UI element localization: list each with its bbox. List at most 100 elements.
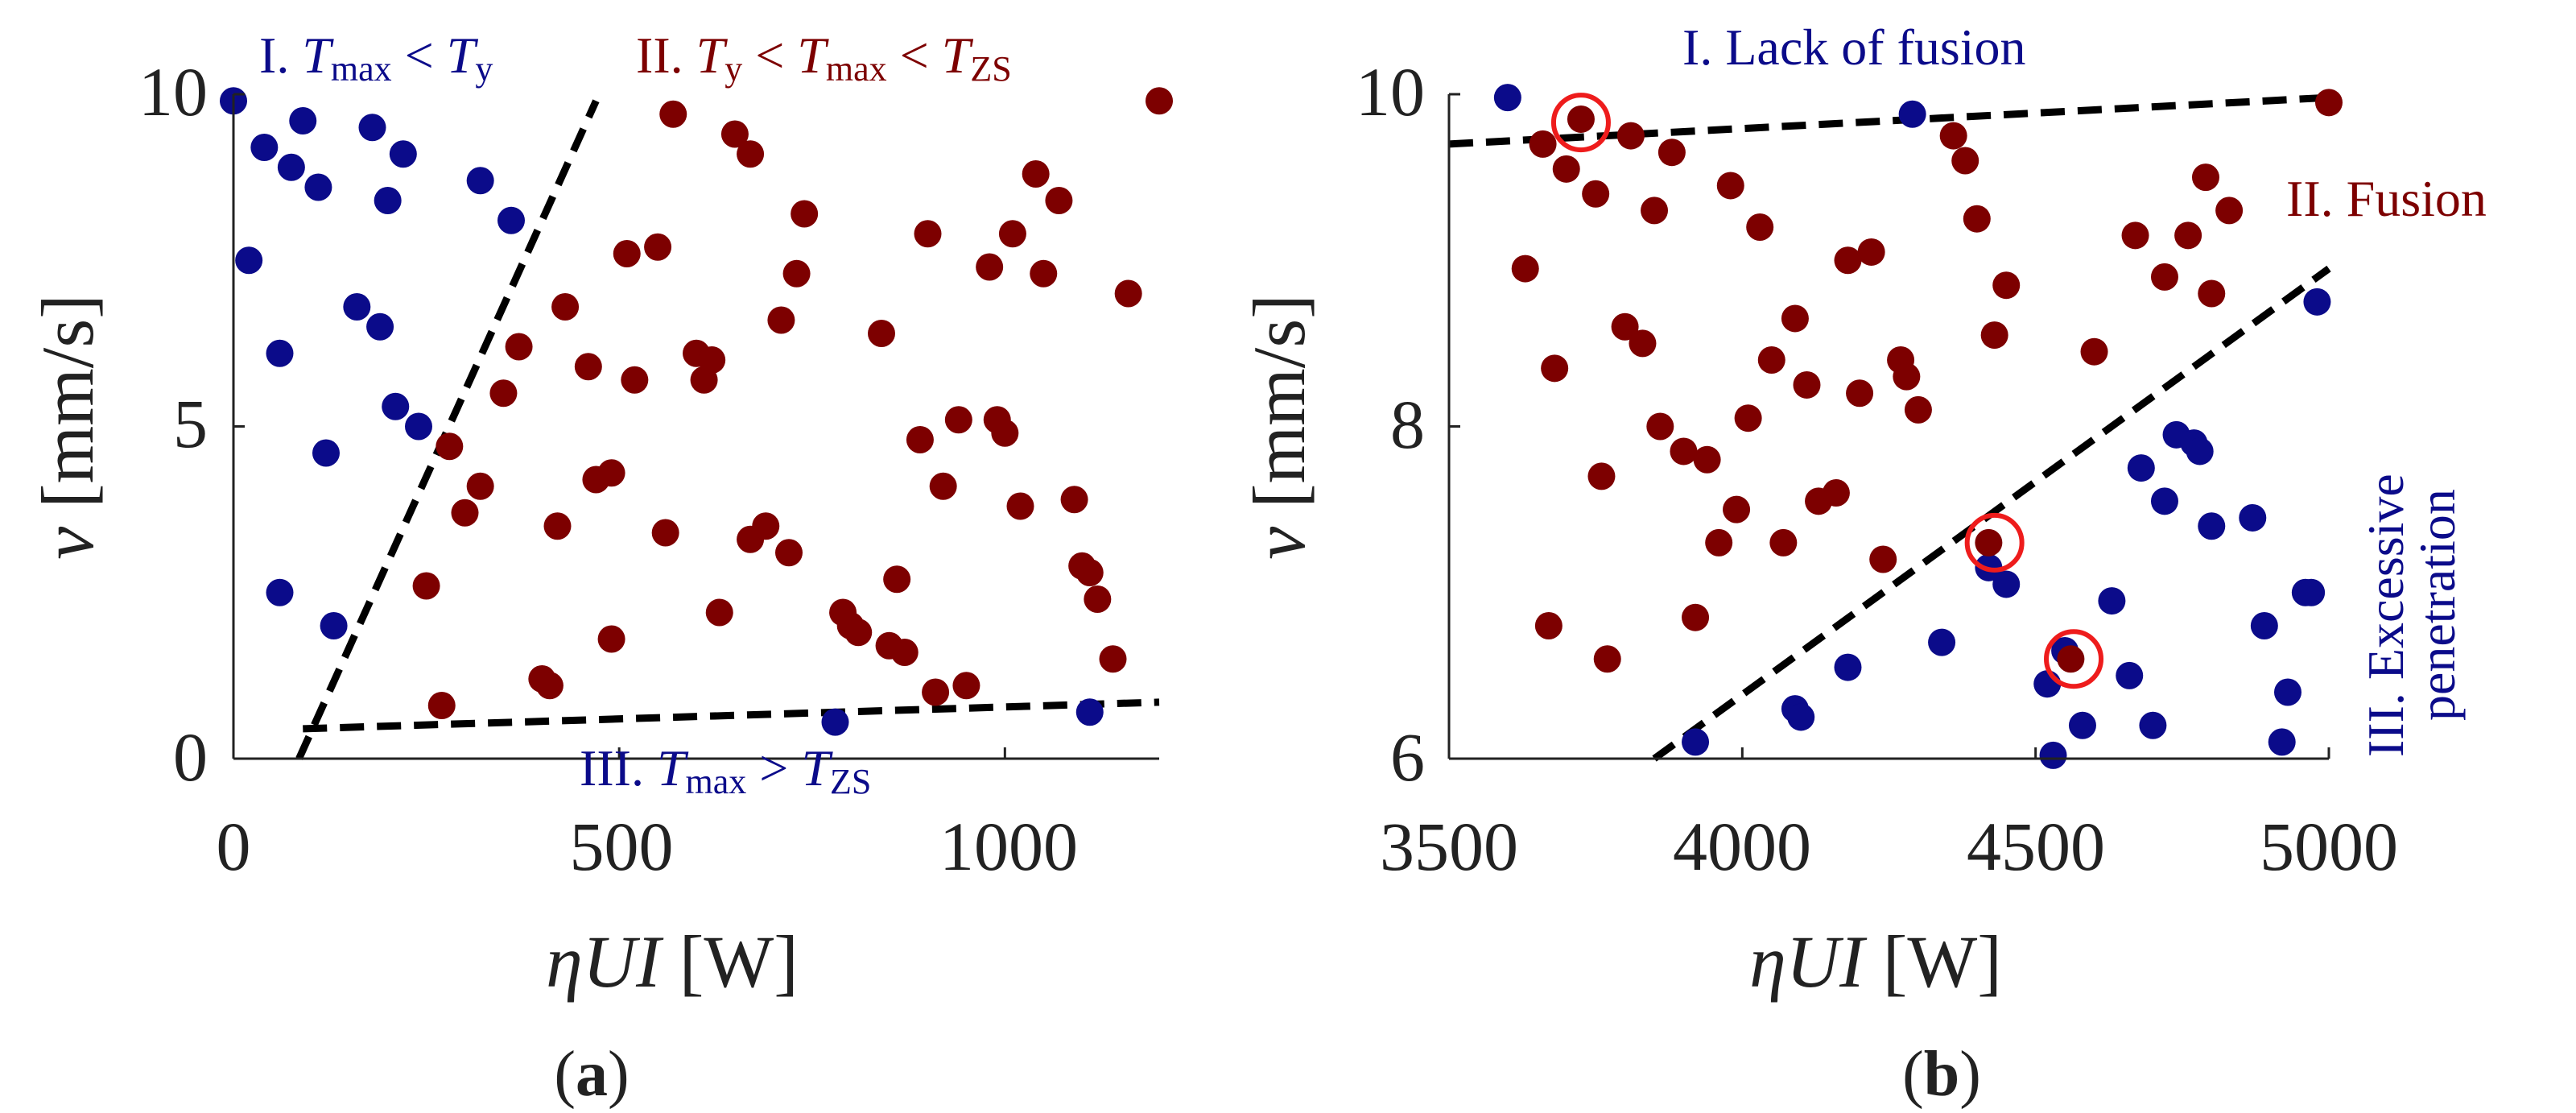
a-point-red xyxy=(543,512,572,540)
a-ytick-label: 0 xyxy=(173,718,208,796)
b-point-red xyxy=(1567,105,1595,133)
a-point-red xyxy=(621,366,649,394)
a-point-red xyxy=(1030,259,1058,288)
b-point-blue xyxy=(2033,670,2062,698)
b-point-red xyxy=(1716,172,1744,200)
b-point-blue xyxy=(1682,728,1710,756)
a-point-blue xyxy=(277,153,305,181)
a-point-red xyxy=(991,419,1019,447)
a-point-red xyxy=(1022,160,1050,188)
b-point-red xyxy=(1511,254,1539,283)
b-point-red xyxy=(1611,312,1639,341)
panel-b: 3500 4000 4500 5000 6 8 10 ηUI [W] v [mm… xyxy=(1238,19,2487,1110)
a-point-red xyxy=(868,320,895,347)
a-x-axis-label: ηUI [W] xyxy=(546,921,799,1003)
b-ytick-label: 8 xyxy=(1390,386,1425,463)
b-point-blue xyxy=(2239,503,2267,532)
a-point-red xyxy=(489,379,518,408)
a-point-blue xyxy=(497,206,525,234)
a-point-red xyxy=(651,519,679,547)
b-point-blue xyxy=(2297,578,2326,606)
a-point-red xyxy=(1099,645,1127,673)
a-point-red xyxy=(705,598,733,627)
b-ytick-label: 6 xyxy=(1390,718,1425,796)
b-point-red xyxy=(1781,304,1809,333)
a-point-red xyxy=(906,426,934,453)
a-point-red xyxy=(929,472,957,500)
b-point-blue xyxy=(2303,288,2331,316)
b-point-red xyxy=(1593,645,1621,673)
a-region-label-III: III. Tmax > TZS xyxy=(580,739,871,801)
b-point-red xyxy=(2191,163,2219,192)
a-point-red xyxy=(1006,492,1034,520)
a-point-red xyxy=(551,293,580,321)
a-point-blue xyxy=(312,439,340,467)
a-point-red xyxy=(698,346,726,374)
a-point-blue xyxy=(389,140,417,168)
a-point-red xyxy=(412,572,440,600)
a-point-red xyxy=(767,306,795,334)
a-point-blue xyxy=(382,392,410,420)
b-point-red xyxy=(1992,271,2021,300)
b-point-red xyxy=(1534,612,1563,639)
b-xtick-label: 4000 xyxy=(1673,808,1811,885)
a-point-red xyxy=(466,472,494,500)
a-point-red xyxy=(613,240,641,267)
b-point-red xyxy=(2315,89,2343,117)
b-point-blue xyxy=(1992,570,2021,598)
b-point-blue xyxy=(2139,711,2167,739)
b-highlight-ring xyxy=(2044,629,2104,689)
b-points xyxy=(1493,84,2343,769)
a-point-red xyxy=(775,539,803,567)
a-point-blue xyxy=(289,107,317,134)
a-point-red xyxy=(952,672,980,700)
a-point-blue xyxy=(358,114,386,142)
a-point-blue xyxy=(266,339,294,367)
b-region-label-I: I. Lack of fusion xyxy=(1682,19,2026,76)
b-point-red xyxy=(1552,155,1580,183)
a-point-blue xyxy=(235,246,263,275)
b-point-red xyxy=(1734,404,1762,432)
b-point-blue xyxy=(1928,628,1956,656)
b-point-blue xyxy=(2250,612,2278,639)
a-point-red xyxy=(922,678,950,706)
a-point-red xyxy=(1084,585,1112,613)
b-point-blue xyxy=(2068,711,2096,739)
b-point-red xyxy=(1541,354,1569,383)
a-xtick-label: 500 xyxy=(570,808,674,885)
b-highlights xyxy=(1550,93,2104,689)
b-point-red xyxy=(1857,238,1885,266)
b-point-red xyxy=(1705,528,1733,556)
b-point-red xyxy=(1670,437,1698,465)
a-point-red xyxy=(451,499,479,527)
b-point-blue xyxy=(2268,728,2296,756)
b-point-red xyxy=(1757,346,1785,374)
b-point-red xyxy=(1616,122,1645,150)
b-x-axis-label: ηUI [W] xyxy=(1749,921,2002,1003)
b-point-blue xyxy=(2186,437,2214,465)
b-point-blue xyxy=(2116,661,2144,689)
a-point-red xyxy=(752,512,780,540)
a-point-red xyxy=(890,639,919,666)
b-boundaries xyxy=(1448,93,2331,762)
a-points xyxy=(220,87,1173,736)
a-point-red xyxy=(597,459,625,487)
b-point-red xyxy=(2080,337,2108,366)
b-point-blue xyxy=(2150,487,2178,515)
b-point-red xyxy=(1963,205,1991,233)
a-point-red xyxy=(782,259,811,288)
b-highlight-ring xyxy=(1964,512,2025,573)
a-point-blue xyxy=(366,312,394,341)
b-xtick-label: 4500 xyxy=(1967,808,2105,885)
b-point-red xyxy=(1846,379,1874,408)
a-xtick-label: 1000 xyxy=(939,808,1078,885)
b-highlight-ring xyxy=(1550,93,1611,153)
b-point-blue xyxy=(1493,84,1521,112)
panel-a: 0 500 1000 0 5 10 ηUI [W] v [mm/s] I. Tm… xyxy=(27,27,1173,1110)
b-xtick-label: 5000 xyxy=(2260,808,2398,885)
a-point-red xyxy=(1045,187,1073,214)
b-point-red xyxy=(1904,395,1932,424)
a-point-blue xyxy=(304,173,332,201)
a-point-red xyxy=(1075,559,1104,586)
a-point-blue xyxy=(320,612,348,639)
